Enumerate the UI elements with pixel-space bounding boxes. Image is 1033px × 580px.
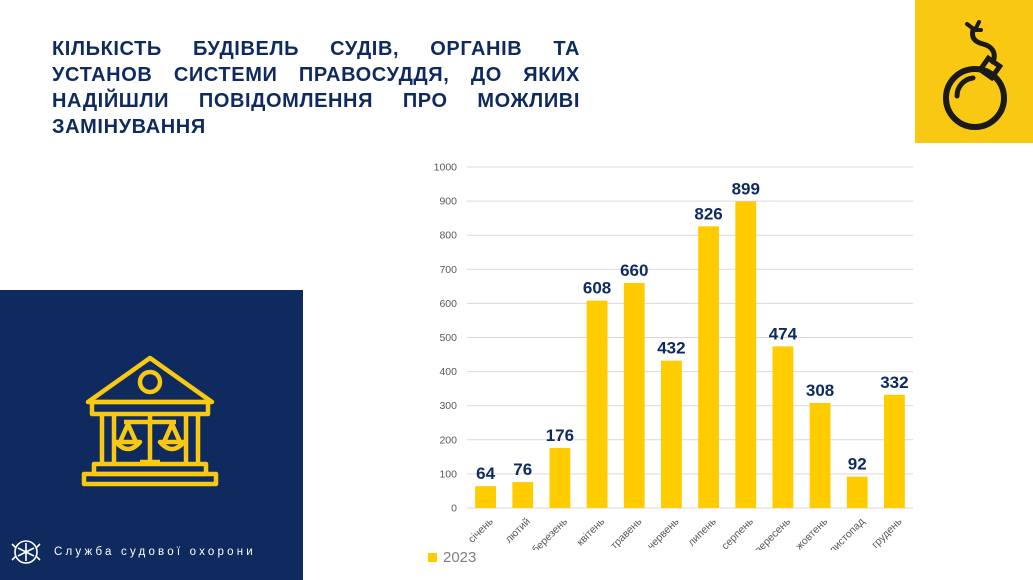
data-label: 474 [769, 324, 798, 343]
y-tick-label: 400 [439, 366, 457, 378]
data-label: 826 [694, 204, 722, 223]
bar [623, 282, 645, 508]
x-tick-label: червень [645, 515, 682, 550]
bar [698, 226, 719, 509]
y-tick-label: 100 [439, 468, 457, 480]
y-tick-label: 300 [439, 400, 457, 412]
x-tick-label: вересень [752, 515, 793, 550]
y-tick-label: 500 [439, 332, 457, 344]
y-tick-label: 1000 [434, 162, 458, 174]
legend: 2023 [428, 546, 476, 568]
emblem-icon [11, 540, 41, 564]
data-label: 432 [657, 339, 685, 358]
bar [586, 300, 608, 508]
chart-title: Кількість будівель судів, органів та уст… [52, 38, 580, 138]
bar [512, 482, 534, 508]
data-label: 308 [806, 381, 834, 400]
bar [661, 360, 682, 508]
navy-panel: Служба судової охорони [0, 290, 303, 580]
x-tick-label: травень [608, 515, 644, 550]
y-tick-label: 200 [439, 434, 457, 446]
bar [846, 476, 868, 508]
x-tick-label: січень [466, 515, 496, 545]
y-tick-label: 900 [439, 196, 457, 208]
data-label: 92 [848, 455, 867, 474]
bar [809, 402, 831, 508]
legend-swatch [428, 552, 437, 562]
y-tick-label: 600 [439, 298, 457, 310]
data-label: 176 [546, 426, 574, 445]
x-tick-label: жовтень [793, 515, 830, 550]
bar [549, 447, 571, 508]
data-label: 64 [476, 464, 495, 483]
data-label: 608 [583, 279, 611, 298]
x-tick-label: листопад [827, 516, 868, 550]
data-label: 660 [620, 261, 648, 280]
y-tick-label: 700 [439, 264, 457, 276]
courthouse-scales-icon [81, 355, 219, 487]
data-label: 332 [880, 373, 908, 392]
legend-label: 2023 [443, 548, 477, 566]
x-tick-label: липень [686, 515, 719, 548]
x-tick-label: квітень [574, 515, 607, 548]
bomb-icon [943, 20, 1007, 130]
organization-name: Служба судової охорони [54, 546, 256, 558]
bar-chart: 0 100 200 300 400 500 600 700 800 900 1000 64 січень… [434, 162, 913, 550]
y-tick-label: 800 [439, 230, 457, 242]
bar [772, 346, 794, 508]
data-label: 76 [513, 460, 532, 479]
data-label: 899 [732, 179, 760, 198]
bar [884, 394, 905, 508]
y-tick-label: 0 [451, 503, 457, 515]
x-tick-label: грудень [869, 515, 905, 550]
bar [735, 201, 757, 509]
bomb-badge [915, 0, 1033, 143]
x-tick-label: серпень [719, 515, 756, 550]
x-tick-label: лютий [503, 516, 533, 546]
bar [475, 486, 496, 508]
x-tick-label: березень [530, 515, 571, 550]
organization-footer: Служба судової охорони [8, 538, 256, 566]
